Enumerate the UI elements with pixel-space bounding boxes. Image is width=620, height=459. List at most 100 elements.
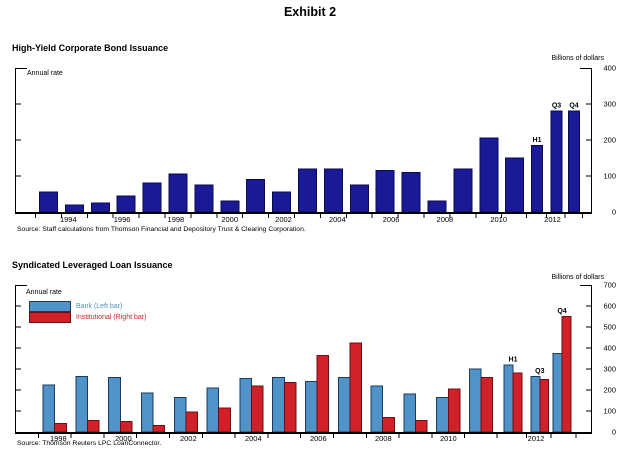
x-tick-label: 2002 xyxy=(180,434,197,443)
bar-2002 xyxy=(272,191,292,213)
bar-bank-2006 xyxy=(305,381,318,433)
bar-institutional-2010 xyxy=(447,388,461,433)
bar-bank-2004 xyxy=(239,377,252,433)
y-tick-label: 300 xyxy=(603,100,616,109)
y-tick-label: 200 xyxy=(603,136,616,145)
x-tick-label: 1996 xyxy=(114,215,131,224)
bar-2006 xyxy=(375,170,395,213)
bar-institutional-2003 xyxy=(218,407,231,433)
bar-bank-2001 xyxy=(141,392,154,433)
bar-bank-Q4 xyxy=(552,352,563,433)
x-tick-label: 2000 xyxy=(115,434,132,443)
bank-legend-label: Bank (Left bar) xyxy=(76,303,123,310)
x-tick-label: 2012 xyxy=(528,434,545,443)
x-tick-label: 2004 xyxy=(245,434,262,443)
bar-bank-2005 xyxy=(272,376,285,433)
bar-1996 xyxy=(116,195,136,213)
bar-institutional-1998 xyxy=(54,423,67,433)
bar-2005 xyxy=(349,184,369,213)
bar-bank-2007 xyxy=(337,376,351,433)
x-tick-label: 1998 xyxy=(50,434,67,443)
chart1-source: Source: Staff calculations from Thomson … xyxy=(17,226,306,233)
bar-2008 xyxy=(427,200,447,213)
bar-institutional-2008 xyxy=(382,416,395,433)
institutional-legend-label: Institutional (Right bar) xyxy=(76,314,147,321)
bar-institutional-H1 xyxy=(512,372,523,433)
x-tick-label: 2010 xyxy=(490,215,507,224)
bar-period-label: Q4 xyxy=(557,308,566,315)
bar-institutional-2000 xyxy=(119,421,133,433)
bar-Q3 xyxy=(550,110,563,213)
bar-institutional-2002 xyxy=(185,411,198,433)
bar-2009 xyxy=(453,168,473,213)
x-tick-label: 2000 xyxy=(221,215,238,224)
bar-institutional-Q3 xyxy=(539,379,550,433)
legend-item-institutional: Institutional (Right bar) xyxy=(29,312,146,323)
bar-bank-2002 xyxy=(173,396,187,433)
bar-bank-2010 xyxy=(436,396,449,433)
x-tick-label: 1994 xyxy=(60,215,77,224)
y-tick-label: 700 xyxy=(603,281,616,290)
x-tick-label: 1998 xyxy=(168,215,185,224)
bar-bank-2009 xyxy=(403,393,416,433)
chart2-unit-label: Billions of dollars xyxy=(551,274,604,281)
bar-bank-1998 xyxy=(42,384,56,433)
chart2-source: Source: Thomson Reuters LPC LoanConnecto… xyxy=(17,440,162,447)
x-tick-label: 2012 xyxy=(544,215,561,224)
x-tick-label: 2004 xyxy=(329,215,346,224)
chart2-legend: Bank (Left bar) Institutional (Right bar… xyxy=(29,301,146,323)
x-tick-label: 2008 xyxy=(437,215,454,224)
bank-legend-swatch xyxy=(29,301,71,312)
y-tick-label: 500 xyxy=(603,323,616,332)
bar-H1 xyxy=(531,144,543,213)
bar-institutional-2011 xyxy=(480,376,494,433)
x-tick-label: 2006 xyxy=(310,434,327,443)
bar-1995 xyxy=(90,202,110,213)
bar-1994 xyxy=(64,204,84,213)
y-tick-label: 200 xyxy=(603,386,616,395)
bar-2000 xyxy=(220,200,240,213)
chart1-annual-rate-label: Annual rate xyxy=(27,70,63,77)
chart2-annual-rate-label: Annual rate xyxy=(26,289,62,296)
y-tick-label: 0 xyxy=(612,208,616,217)
bar-institutional-2005 xyxy=(283,382,297,433)
bar-2004 xyxy=(323,168,343,213)
y-tick-label: 400 xyxy=(603,64,616,73)
chart2-title: Syndicated Leveraged Loan Issuance xyxy=(12,260,173,270)
bar-2007 xyxy=(401,171,421,213)
bar-period-label: Q3 xyxy=(552,103,561,110)
bar-1999 xyxy=(194,184,214,213)
bar-2011 xyxy=(505,157,525,213)
x-tick-label: 2008 xyxy=(375,434,392,443)
bar-bank-2000 xyxy=(108,376,121,433)
bar-period-label: H1 xyxy=(533,137,542,144)
institutional-legend-swatch xyxy=(29,312,71,323)
bar-period-label: Q3 xyxy=(535,368,544,375)
bar-1993 xyxy=(39,191,58,213)
bar-institutional-1999 xyxy=(87,419,100,433)
bar-1997 xyxy=(142,182,162,213)
y-tick-label: 400 xyxy=(603,344,616,353)
bar-institutional-2006 xyxy=(316,354,330,433)
bar-2010 xyxy=(479,137,499,213)
bar-period-label: Q4 xyxy=(569,103,578,110)
bar-2003 xyxy=(298,168,317,213)
x-tick-label: 2010 xyxy=(440,434,457,443)
bar-bank-1999 xyxy=(75,375,89,433)
bar-period-label: H1 xyxy=(509,356,518,363)
bar-Q4 xyxy=(568,110,580,213)
bar-institutional-2004 xyxy=(251,385,264,433)
bar-bank-2008 xyxy=(370,385,384,433)
x-tick-label: 2006 xyxy=(383,215,400,224)
chart1-title: High-Yield Corporate Bond Issuance xyxy=(12,43,169,53)
y-tick-label: 300 xyxy=(603,365,616,374)
legend-item-bank: Bank (Left bar) xyxy=(29,301,146,312)
bar-bank-Q3 xyxy=(530,375,541,433)
bar-2001 xyxy=(246,179,266,213)
exhibit-title: Exhibit 2 xyxy=(283,5,337,19)
y-tick-label: 100 xyxy=(603,172,616,181)
bar-1998 xyxy=(168,173,188,213)
y-tick-label: 0 xyxy=(612,428,616,437)
x-tick-label: 2002 xyxy=(275,215,292,224)
